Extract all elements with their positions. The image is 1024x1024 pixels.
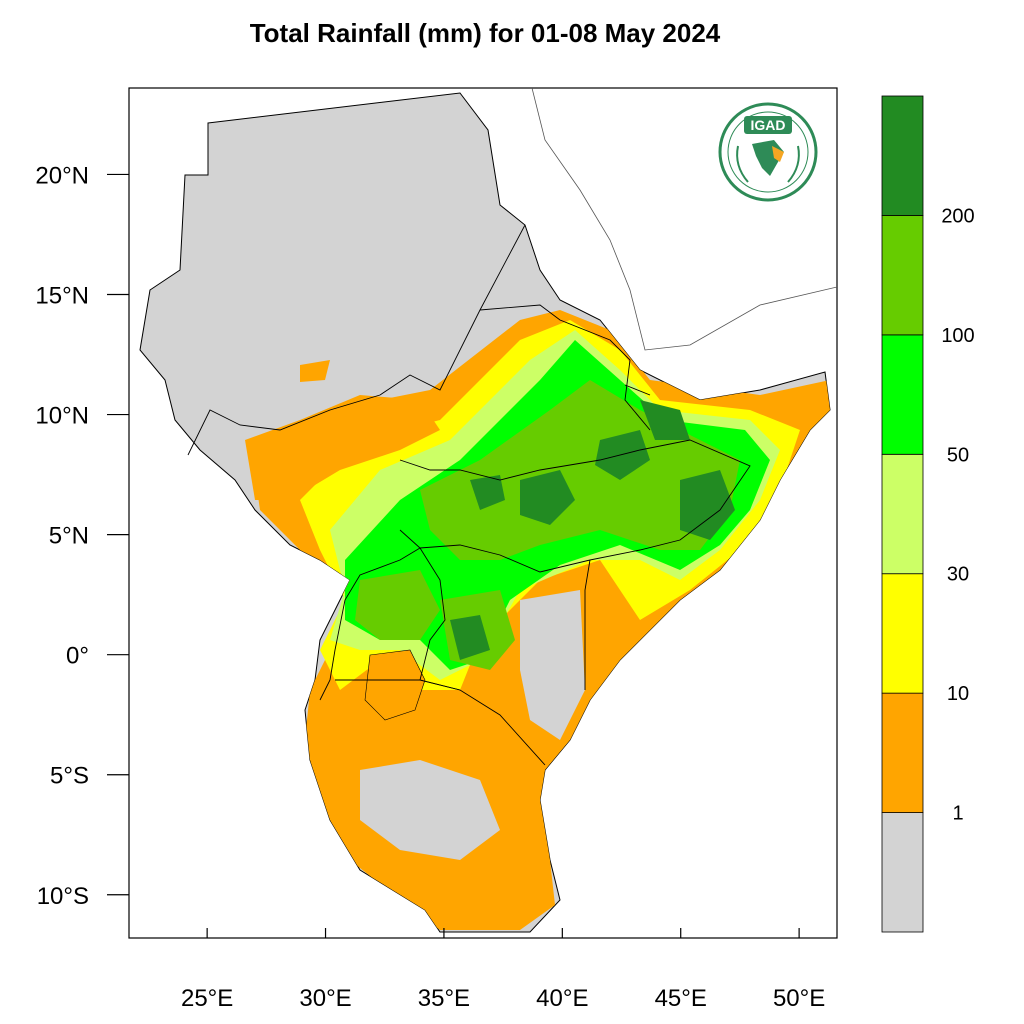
colorbar-label: 10: [947, 683, 969, 705]
map-title: Total Rainfall (mm) for 01-08 May 2024: [249, 18, 721, 48]
country-borders: [185, 123, 751, 766]
x-tick-label: 25°E: [181, 985, 233, 1012]
y-tick-label: 0°: [66, 643, 89, 670]
x-tick-label: 40°E: [536, 985, 588, 1012]
rainfall-field: [139, 92, 831, 933]
y-axis: 20°N 15°N 10°N 5°N 0° 5°S 10°S: [35, 162, 129, 910]
y-tick-label: 10°N: [35, 403, 89, 430]
colorbar-label: 30: [947, 564, 969, 586]
colorbar-label: 200: [941, 205, 974, 227]
x-tick-label: 50°E: [773, 985, 825, 1012]
colorbar-swatch: [881, 812, 924, 933]
arabia-coastline: [531, 88, 837, 351]
colorbar-label: 100: [941, 325, 974, 347]
colorbar-swatch: [881, 573, 924, 694]
colorbar-swatch: [881, 334, 924, 455]
colorbar-label: 50: [947, 444, 969, 466]
igad-logo: IGAD: [718, 102, 818, 202]
x-tick-label: 30°E: [299, 985, 351, 1012]
x-tick-label: 35°E: [418, 985, 470, 1012]
y-tick-label: 15°N: [35, 282, 89, 309]
logo-text: IGAD: [751, 117, 786, 133]
colorbar: 1 10 30 50 100 200: [881, 95, 975, 933]
colorbar-swatch: [881, 692, 924, 813]
colorbar-label: 1: [952, 803, 963, 825]
y-tick-label: 10°S: [37, 883, 89, 910]
y-tick-label: 20°N: [35, 162, 89, 189]
colorbar-swatch: [881, 95, 924, 216]
y-tick-label: 5°N: [49, 523, 89, 550]
x-tick-label: 45°E: [655, 985, 707, 1012]
x-axis: 25°E 30°E 35°E 40°E 45°E 50°E: [181, 928, 825, 1012]
y-tick-label: 5°S: [50, 763, 89, 790]
colorbar-swatch: [881, 453, 924, 575]
colorbar-swatch: [881, 215, 924, 336]
